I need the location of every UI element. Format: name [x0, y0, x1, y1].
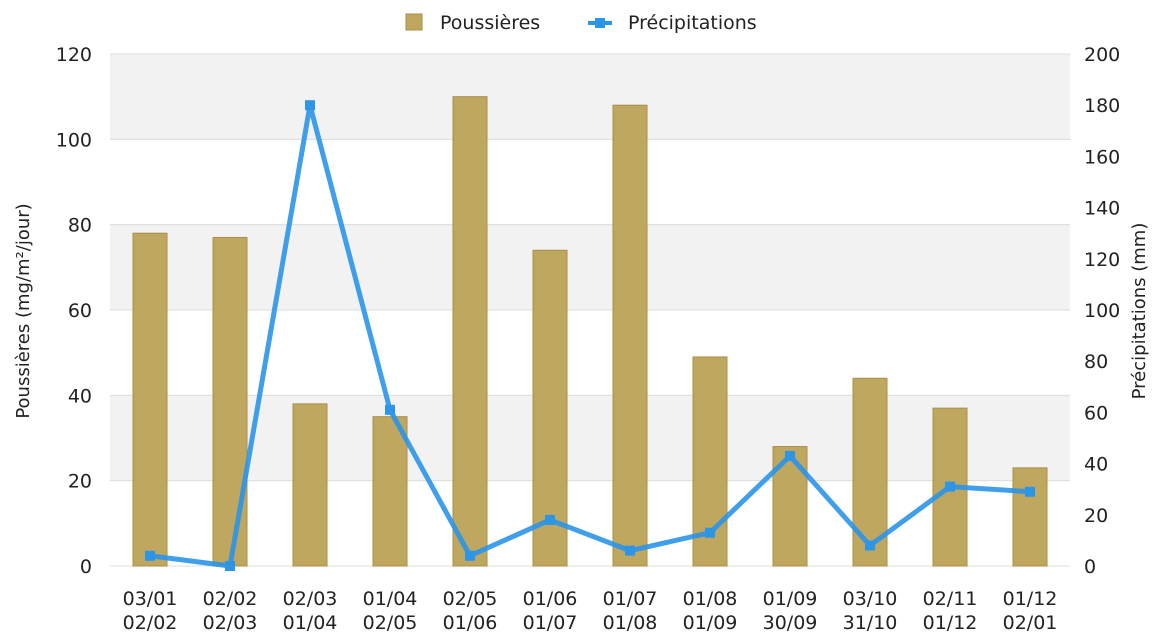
precipitation-point[interactable] [145, 550, 155, 561]
dust-bars [132, 96, 1048, 567]
left-axis-tick-label: 20 [68, 471, 92, 493]
left-axis-tick-label: 120 [56, 44, 92, 66]
precipitation-point[interactable] [305, 100, 315, 111]
x-axis-tick-label: 02/11 01/12 [923, 588, 978, 634]
left-axis-tick-label: 100 [56, 129, 92, 151]
dust-bar[interactable] [452, 96, 488, 567]
precipitation-point[interactable] [865, 540, 875, 551]
left-axis-tick-label: 80 [68, 215, 92, 237]
precipitation-point[interactable] [705, 527, 715, 538]
dust-bar[interactable] [212, 236, 248, 567]
legend-marker-precipitation [595, 18, 605, 28]
gridlines [110, 53, 1070, 567]
x-axis-tick-label: 01/07 01/08 [603, 588, 658, 634]
right-axis-tick-label: 60 [1084, 402, 1108, 424]
precipitation-point[interactable] [385, 404, 395, 415]
x-axis-tick-label: 02/05 01/06 [443, 588, 498, 634]
right-axis-ticks: 0 20 40 60 80 100 120 140 160 180 200 [1084, 44, 1120, 578]
x-axis-tick-label: 01/04 02/05 [363, 588, 418, 634]
legend-label-precipitation: Précipitations [628, 12, 757, 34]
x-axis-tick-label: 02/03 01/04 [283, 588, 338, 634]
plot-band [110, 395, 1070, 481]
x-axis-tick-label: 01/08 01/09 [683, 588, 738, 634]
precipitation-point[interactable] [545, 514, 555, 525]
legend: Poussières Précipitations [405, 12, 757, 34]
plot-background-bands [110, 54, 1070, 566]
right-axis-tick-label: 120 [1084, 249, 1120, 271]
right-axis-title: Précipitations (mm) [1129, 223, 1150, 400]
plot-band [110, 54, 1070, 140]
x-axis-tick-label: 02/02 02/03 [203, 588, 258, 634]
legend-item-dust[interactable]: Poussières [405, 12, 540, 34]
dust-bar[interactable] [612, 104, 648, 567]
dust-bar[interactable] [292, 403, 328, 567]
legend-swatch-dust [405, 13, 423, 31]
x-axis-tick-label: 01/06 01/07 [523, 588, 578, 634]
left-axis-tick-label: 60 [68, 300, 92, 322]
precipitation-series-line [147, 102, 1033, 569]
right-axis-tick-label: 0 [1084, 556, 1096, 578]
precipitation-point[interactable] [1025, 486, 1035, 497]
right-axis-tick-label: 160 [1084, 146, 1120, 168]
plot-band [110, 139, 1070, 225]
precipitation-line [145, 100, 1035, 571]
right-axis-tick-label: 40 [1084, 454, 1108, 476]
left-axis-title: Poussières (mg/m²/jour) [13, 203, 34, 418]
right-axis-tick-label: 180 [1084, 95, 1120, 117]
legend-item-precipitation[interactable]: Précipitations [588, 12, 757, 34]
dust-bar[interactable] [372, 416, 408, 567]
dust-bar[interactable] [532, 249, 568, 567]
dust-bar[interactable] [132, 232, 168, 567]
precipitation-point[interactable] [465, 550, 475, 561]
right-axis-tick-label: 100 [1084, 300, 1120, 322]
precipitation-point[interactable] [785, 450, 795, 461]
x-axis-tick-label: 01/09 30/09 [763, 588, 818, 634]
plot-band [110, 224, 1070, 310]
precipitation-point[interactable] [945, 481, 955, 492]
plot-band [110, 310, 1070, 396]
precipitation-point[interactable] [625, 545, 635, 556]
precipitation-point[interactable] [225, 561, 235, 571]
right-axis-tick-label: 200 [1084, 44, 1120, 66]
right-axis-tick-label: 20 [1084, 505, 1108, 527]
legend-label-dust: Poussières [440, 12, 540, 34]
left-axis-ticks: 0 20 40 60 80 100 120 [56, 44, 92, 578]
x-axis-tick-label: 03/01 02/02 [123, 588, 178, 634]
dust-bar[interactable] [1012, 467, 1048, 567]
plot-band [110, 480, 1070, 566]
x-axis-tick-label: 01/12 02/01 [1003, 588, 1058, 634]
right-axis-tick-label: 140 [1084, 198, 1120, 220]
x-axis-ticks: 03/01 02/02 02/02 02/03 02/03 01/04 01/04 02/05… [123, 588, 1058, 634]
left-axis-tick-label: 0 [80, 556, 92, 578]
x-axis-tick-label: 03/10 31/10 [843, 588, 898, 634]
left-axis-tick-label: 40 [68, 385, 92, 407]
right-axis-tick-label: 80 [1084, 351, 1108, 373]
